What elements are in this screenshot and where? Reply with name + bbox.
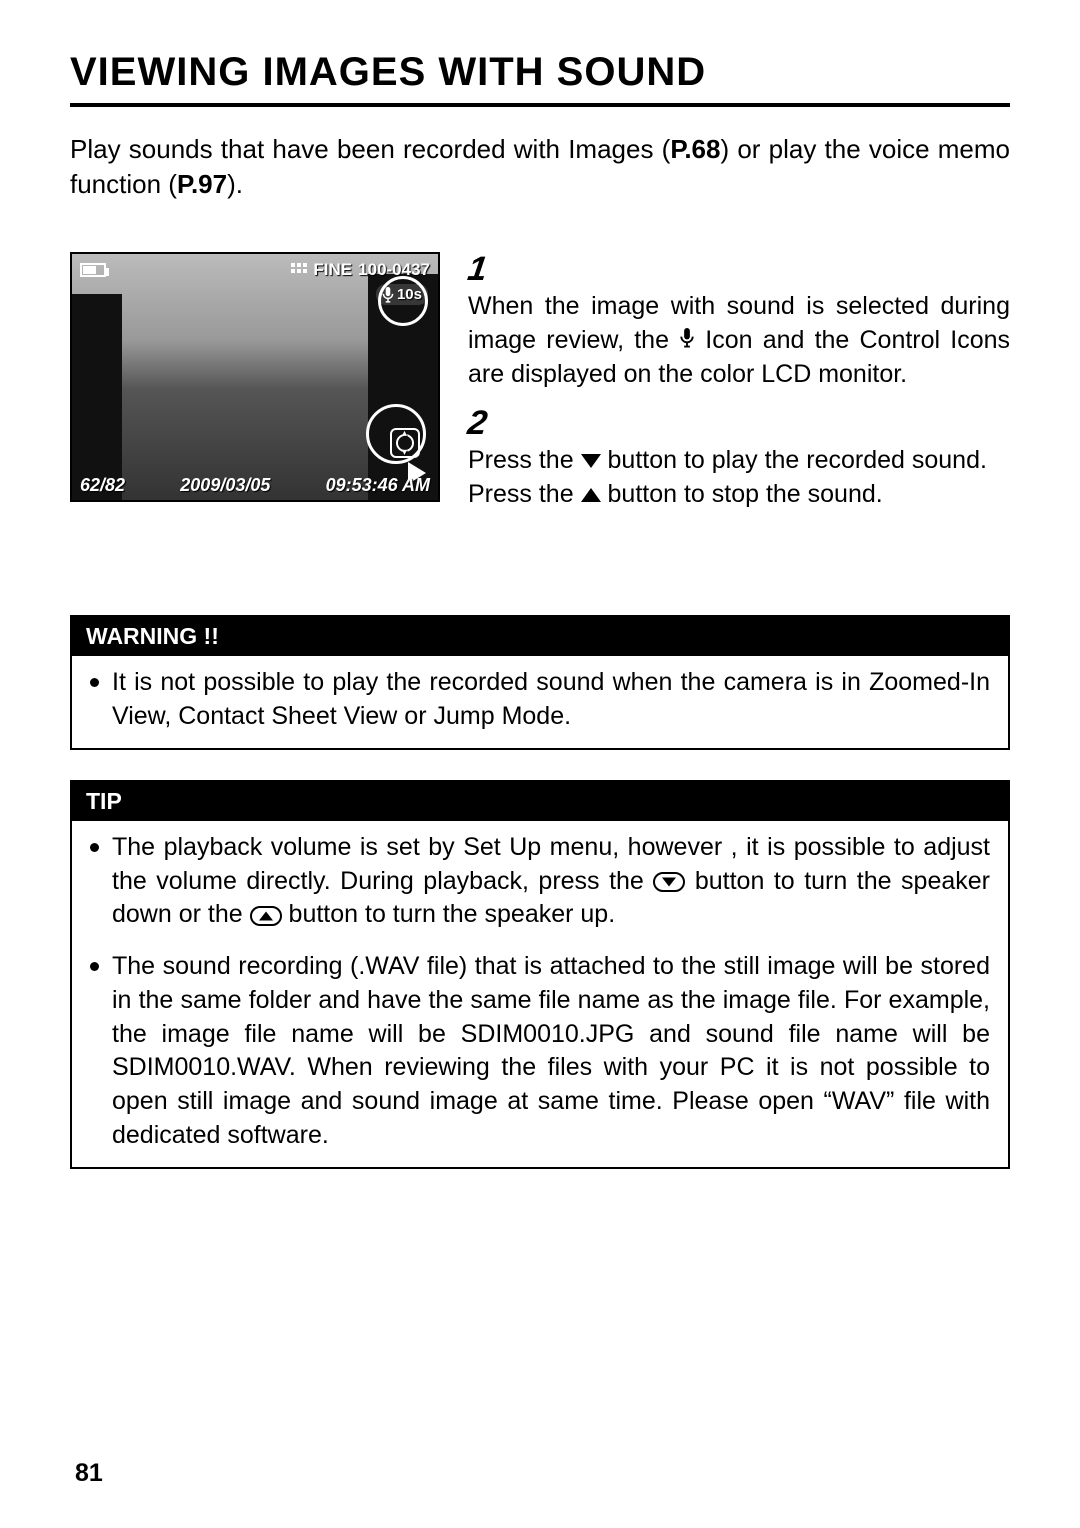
main-row: FINE 100-0437 10s ▴ ▾ 62/82 2009/03/05 0… [70, 252, 1010, 525]
control-pad-icon: ▴ ▾ [390, 428, 420, 458]
step-text: Press the [468, 446, 581, 474]
intro-text: ). [227, 169, 243, 199]
tip-header: TIP [72, 782, 1008, 821]
step-number-2: 2 [466, 406, 490, 440]
page-ref-97: P.97 [177, 169, 227, 199]
tip-text: button to turn the speaker up. [282, 900, 616, 928]
file-number: 100-0437 [358, 260, 430, 280]
lcd-top-row: FINE 100-0437 [72, 260, 438, 280]
steps-column: 1 When the image with sound is selected … [468, 252, 1010, 525]
quality-label: FINE [313, 260, 352, 280]
battery-icon [80, 263, 106, 277]
image-counter: 62/82 [80, 475, 125, 496]
quality-grid-icon [291, 263, 307, 277]
volume-down-icon [653, 872, 685, 892]
page-title: VIEWING IMAGES WITH SOUND [70, 50, 1010, 107]
lcd-overlay: FINE 100-0437 10s ▴ ▾ 62/82 2009/03/05 0… [72, 254, 438, 500]
warning-body: It is not possible to play the recorded … [72, 656, 1008, 748]
warning-header: WARNING !! [72, 617, 1008, 656]
page-number: 81 [75, 1459, 103, 1488]
image-date: 2009/03/05 [180, 475, 270, 496]
page-ref-68: P.68 [670, 134, 720, 164]
mic-icon [382, 287, 394, 303]
tip-body: The playback volume is set by Set Up men… [72, 821, 1008, 1167]
step-text: button to play the recorded sound. [601, 446, 987, 474]
warning-box: WARNING !! It is not possible to play th… [70, 615, 1010, 750]
image-time: 09:53:46 AM [326, 475, 430, 496]
mic-badge: 10s [376, 284, 428, 305]
down-arrow-icon [581, 454, 601, 468]
step-text: Press the [468, 480, 581, 508]
lcd-bottom-row: 62/82 2009/03/05 09:53:46 AM [80, 475, 430, 496]
intro-text: Play sounds that have been recorded with… [70, 134, 670, 164]
step-number-1: 1 [466, 252, 490, 286]
up-arrow-icon [581, 488, 601, 502]
mic-icon [679, 324, 695, 358]
step-text: button to stop the sound. [601, 480, 883, 508]
lcd-top-right: FINE 100-0437 [291, 260, 430, 280]
tip-box: TIP The playback volume is set by Set Up… [70, 780, 1010, 1169]
tip-item: The sound recording (.WAV file) that is … [90, 950, 990, 1153]
volume-up-icon [250, 906, 282, 926]
step-1-text: When the image with sound is selected du… [468, 290, 1010, 392]
warning-item: It is not possible to play the recorded … [90, 666, 990, 734]
mic-time: 10s [397, 286, 422, 303]
lcd-preview: FINE 100-0437 10s ▴ ▾ 62/82 2009/03/05 0… [70, 252, 440, 502]
tip-item: The playback volume is set by Set Up men… [90, 831, 990, 932]
step-2-text: Press the button to play the recorded so… [468, 444, 1010, 512]
intro-paragraph: Play sounds that have been recorded with… [70, 132, 1010, 202]
